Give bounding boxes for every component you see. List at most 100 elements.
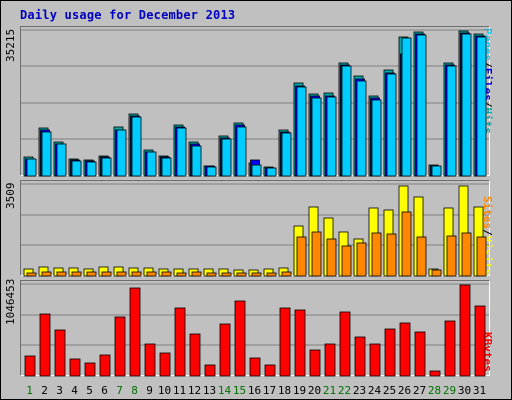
- x-tick-label: 14: [218, 384, 232, 397]
- x-tick-label: 15: [233, 384, 246, 397]
- bar-pages-day-6: [101, 157, 112, 177]
- bar-pages-day-8: [131, 116, 142, 177]
- x-tick-label: 30: [458, 384, 471, 397]
- x-tick-label: 23: [353, 384, 366, 397]
- bar-kbytes-day-22: [339, 311, 351, 377]
- bar-sites-day-31: [476, 236, 487, 277]
- bar-sites-day-15: [236, 272, 247, 277]
- x-tick-label: 31: [473, 384, 486, 397]
- chart-title: Daily usage for December 2013: [20, 8, 236, 22]
- bar-pages-day-5: [86, 161, 97, 177]
- bar-kbytes-day-10: [159, 352, 171, 377]
- bar-sites-day-4: [71, 271, 82, 277]
- bar-kbytes-day-14: [219, 323, 231, 377]
- bar-sites-day-28: [431, 269, 442, 277]
- bar-kbytes-day-16: [249, 357, 261, 377]
- x-tick-label: 24: [368, 384, 382, 397]
- bar-pages-day-7: [116, 129, 127, 177]
- x-tick-label: 5: [86, 384, 93, 397]
- bar-pages-day-10: [161, 157, 172, 177]
- x-tick-label: 27: [413, 384, 426, 397]
- bar-kbytes-day-21: [324, 343, 336, 377]
- bar-pages-day-11: [176, 127, 187, 177]
- bar-pages-day-4: [71, 160, 82, 177]
- bar-pages-day-28: [431, 165, 442, 177]
- bar-sites-day-25: [386, 233, 397, 277]
- bar-sites-day-30: [461, 232, 472, 277]
- bar-kbytes-day-23: [354, 336, 366, 377]
- bar-pages-day-31: [476, 36, 487, 177]
- x-tick-label: 18: [278, 384, 291, 397]
- x-tick-label: 13: [203, 384, 216, 397]
- bar-kbytes-day-12: [189, 333, 201, 377]
- bar-sites-day-7: [116, 271, 127, 277]
- bar-pages-day-23: [356, 80, 367, 177]
- bar-sites-day-17: [266, 272, 277, 277]
- x-tick-label: 22: [338, 384, 351, 397]
- x-tick-label: 11: [173, 384, 186, 397]
- x-tick-label: 4: [71, 384, 78, 397]
- x-tick-label: 9: [146, 384, 153, 397]
- bar-pages-day-15: [236, 126, 247, 177]
- bar-sites-day-12: [191, 271, 202, 277]
- x-tick-label: 1: [26, 384, 33, 397]
- bar-sites-day-3: [56, 271, 67, 277]
- bar-sites-day-5: [86, 271, 97, 277]
- bar-kbytes-day-7: [114, 316, 126, 377]
- x-tick-label: 26: [398, 384, 411, 397]
- bar-pages-day-19: [296, 86, 307, 177]
- bar-kbytes-day-24: [369, 343, 381, 377]
- bar-pages-day-21: [326, 96, 337, 177]
- panel-visits-sites: [20, 180, 490, 276]
- x-tick-label: 10: [158, 384, 171, 397]
- bar-kbytes-day-17: [264, 364, 276, 377]
- bar-pages-day-22: [341, 65, 352, 177]
- bar-sites-day-29: [446, 235, 457, 277]
- panel-hits-files-pages: [20, 26, 490, 176]
- x-tick-label: 28: [428, 384, 441, 397]
- bar-kbytes-day-3: [54, 329, 66, 377]
- x-tick-label: 12: [188, 384, 201, 397]
- bar-kbytes-day-15: [234, 300, 246, 377]
- bar-kbytes-day-20: [309, 349, 321, 377]
- bar-pages-day-26: [401, 37, 412, 177]
- bar-pages-day-16: [251, 164, 262, 177]
- bar-sites-day-21: [326, 238, 337, 277]
- bar-kbytes-day-25: [384, 328, 396, 377]
- bar-sites-day-9: [146, 271, 157, 277]
- bar-kbytes-day-26: [399, 322, 411, 377]
- bar-sites-day-10: [161, 271, 172, 277]
- bar-pages-day-27: [416, 34, 427, 177]
- bar-pages-day-20: [311, 97, 322, 177]
- bar-pages-day-14: [221, 138, 232, 177]
- bar-pages-day-25: [386, 73, 397, 177]
- bar-sites-day-11: [176, 272, 187, 277]
- bar-kbytes-day-1: [24, 355, 36, 377]
- bar-sites-day-8: [131, 271, 142, 277]
- x-tick-label: 25: [383, 384, 396, 397]
- bar-kbytes-day-13: [204, 364, 216, 377]
- bar-sites-day-6: [101, 271, 112, 277]
- x-tick-label: 21: [323, 384, 336, 397]
- bar-pages-day-29: [446, 65, 457, 177]
- x-tick-label: 20: [308, 384, 321, 397]
- x-tick-label: 19: [293, 384, 306, 397]
- bar-kbytes-day-28: [429, 370, 441, 377]
- x-tick-label: 2: [41, 384, 48, 397]
- bar-kbytes-day-6: [99, 354, 111, 377]
- bar-sites-day-2: [41, 271, 52, 277]
- bar-kbytes-day-2: [39, 313, 51, 377]
- bar-sites-day-27: [416, 236, 427, 277]
- bar-kbytes-day-19: [294, 309, 306, 377]
- x-tick-label: 3: [56, 384, 63, 397]
- bar-pages-day-3: [56, 143, 67, 177]
- bar-sites-day-19: [296, 236, 307, 277]
- bar-sites-day-13: [206, 272, 217, 277]
- bar-sites-day-14: [221, 272, 232, 277]
- bar-pages-day-13: [206, 166, 217, 177]
- bar-pages-day-9: [146, 151, 157, 177]
- x-tick-label: 29: [443, 384, 456, 397]
- bar-sites-day-23: [356, 242, 367, 277]
- bar-kbytes-day-30: [459, 284, 471, 377]
- bar-sites-day-24: [371, 232, 382, 277]
